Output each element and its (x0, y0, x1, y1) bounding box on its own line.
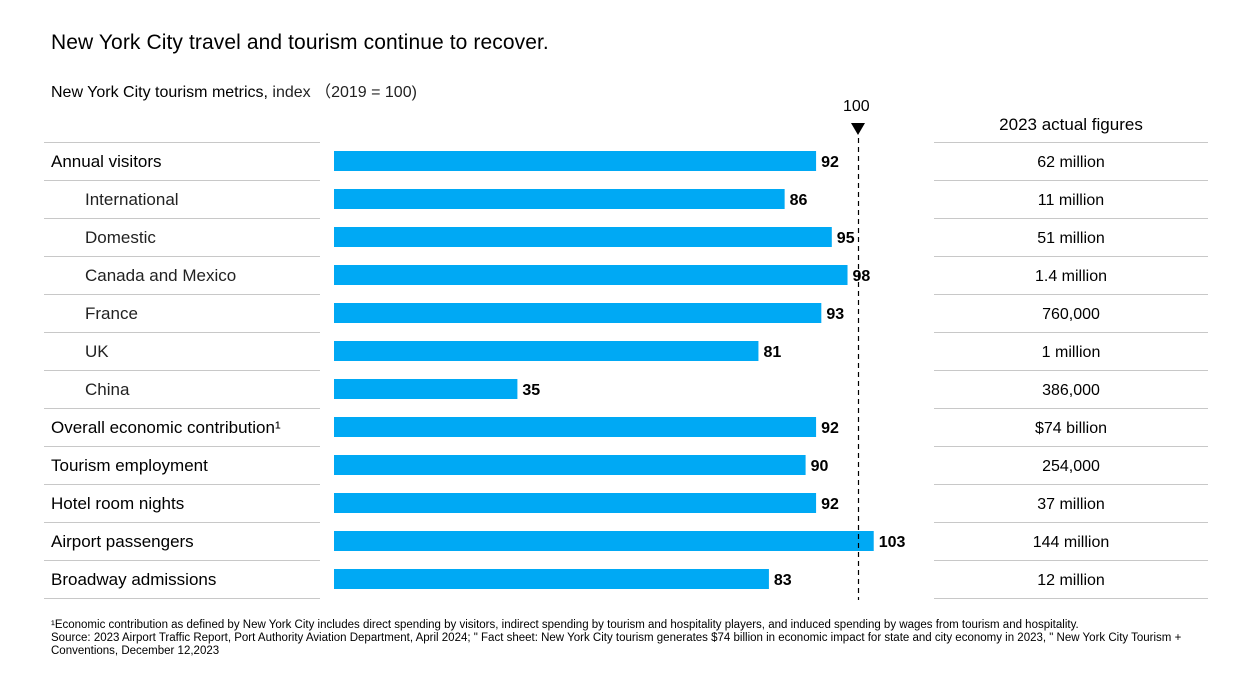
footnote-definition: ¹Economic contribution as defined by New… (51, 619, 1079, 631)
category-label: UK (85, 342, 109, 361)
bar-chart: Annual visitors 92 62 million International… (44, 138, 1208, 600)
actual-figure: 11 million (1038, 192, 1104, 209)
value-label: 98 (853, 268, 871, 285)
category-label: Domestic (85, 228, 156, 247)
category-label: Overall economic contribution¹ (51, 418, 281, 437)
actual-figure: 62 million (1037, 154, 1105, 171)
bar (334, 455, 806, 475)
category-label: Canada and Mexico (85, 266, 236, 285)
bar (334, 341, 759, 361)
actual-figure: 254,000 (1042, 458, 1100, 475)
bar (334, 151, 817, 171)
subtitle-unit: index （2019 = 100) (267, 84, 417, 101)
bar (334, 531, 874, 551)
reference-marker-triangle-icon (851, 123, 865, 135)
value-label: 81 (763, 344, 781, 361)
chart-subtitle: New York City tourism metrics, index （20… (51, 78, 417, 102)
bar (334, 189, 785, 209)
value-label: 90 (811, 458, 829, 475)
category-label: Tourism employment (51, 456, 208, 475)
category-label: International (85, 190, 179, 209)
actual-figure: 1.4 million (1035, 268, 1107, 285)
footnote-source: Source: 2023 Airport Traffic Report, Por… (51, 632, 1182, 657)
bar (334, 417, 817, 437)
value-label: 83 (774, 572, 792, 589)
chart-title: New York City travel and tourism continu… (51, 31, 549, 54)
category-label: France (85, 304, 138, 323)
actual-figure: 1 million (1042, 344, 1101, 361)
value-label: 86 (790, 192, 808, 209)
actual-figure: $74 billion (1035, 420, 1107, 437)
bar (334, 265, 848, 285)
footnotes: ¹Economic contribution as defined by New… (51, 619, 1211, 658)
category-label: Annual visitors (51, 152, 162, 171)
actual-figure: 386,000 (1042, 382, 1100, 399)
category-label: Airport passengers (51, 532, 194, 551)
subtitle-main: New York City tourism metrics, (51, 84, 268, 101)
bar (334, 569, 769, 589)
actual-figure: 760,000 (1042, 306, 1100, 323)
category-label: China (85, 380, 130, 399)
bar (334, 379, 518, 399)
value-label: 93 (826, 306, 844, 323)
actual-figures-header: 2023 actual figures (999, 115, 1143, 134)
value-label: 35 (522, 382, 540, 399)
category-label: Broadway admissions (51, 570, 216, 589)
value-label: 92 (821, 154, 839, 171)
actual-figure: 144 million (1033, 534, 1109, 551)
value-label: 92 (821, 420, 839, 437)
actual-figure: 37 million (1037, 496, 1105, 513)
bar (334, 303, 822, 323)
reference-line-label: 100 (843, 98, 870, 115)
bar (334, 493, 817, 513)
category-label: Hotel room nights (51, 494, 184, 513)
value-label: 95 (837, 230, 855, 247)
actual-figure: 51 million (1037, 230, 1105, 247)
value-label: 92 (821, 496, 839, 513)
actual-figure: 12 million (1037, 572, 1105, 589)
bar (334, 227, 832, 247)
value-label: 103 (879, 534, 906, 551)
